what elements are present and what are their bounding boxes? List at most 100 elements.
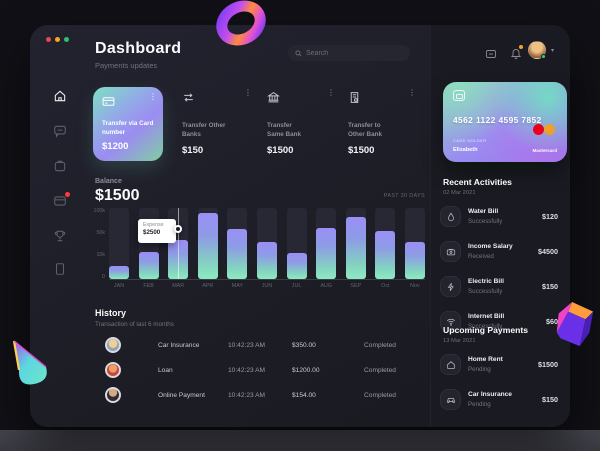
- bar-track: [345, 208, 366, 279]
- history-row[interactable]: Car Insurance 10:42:23 AM $350.00 Comple…: [95, 335, 425, 357]
- upcoming-name: Car Insurance: [468, 391, 512, 398]
- history-time: 10:42:23 AM: [228, 342, 266, 349]
- more-options-icon[interactable]: ⋮: [149, 92, 157, 101]
- y-axis-tick: 10k: [96, 252, 105, 258]
- y-axis-tick: 50k: [96, 230, 105, 236]
- upcoming-item-home-rent[interactable]: Home Rent Pending $1500: [440, 353, 562, 379]
- bar-column[interactable]: JAN: [109, 208, 129, 289]
- trophy-icon: [54, 230, 66, 242]
- bar-column[interactable]: Oct: [375, 208, 396, 289]
- bar-track: [109, 208, 129, 279]
- x-axis-label: Nov: [410, 283, 420, 289]
- activity-name: Water Bill: [468, 208, 499, 215]
- bar-column[interactable]: Nov: [404, 208, 425, 289]
- credit-card-icon: [102, 95, 115, 108]
- x-axis-label: Oct: [381, 283, 390, 289]
- history-time: 10:42:23 AM: [228, 392, 266, 399]
- chat-icon: [54, 125, 66, 138]
- bar-fill: [138, 252, 159, 279]
- bar-track: [256, 208, 277, 279]
- transfer-card-label: Transfer via Card number: [102, 120, 154, 137]
- more-options-icon[interactable]: ⋮: [327, 88, 335, 97]
- bar-column[interactable]: AUG: [316, 208, 337, 289]
- more-options-icon[interactable]: ⋮: [408, 88, 416, 97]
- upcoming-amount: $1500: [538, 360, 558, 369]
- y-axis-tick: 0: [102, 274, 105, 280]
- card-number: 4562 1122 4595 7852: [453, 115, 542, 125]
- transfer-card-to-other-bank[interactable]: ⋮ Transfer to Other Bank $1500: [348, 87, 420, 161]
- minimize-button[interactable]: [55, 37, 60, 42]
- card-holder-label: Card Holder: [453, 138, 487, 143]
- recent-activities-title: Recent Activities: [443, 177, 512, 187]
- transfer-card-label: Transfer to Other Bank: [348, 122, 382, 139]
- activity-item-electric-bill[interactable]: Electric Bill Successfully $150: [440, 275, 562, 301]
- page-subtitle: Payments updates: [95, 61, 158, 70]
- sidebar-item-cards[interactable]: [53, 192, 70, 208]
- activity-item-water-bill[interactable]: Water Bill Successfully $120: [440, 205, 562, 231]
- sidebar-item-reports[interactable]: [53, 262, 67, 276]
- car-icon: [446, 397, 455, 403]
- sidebar-item-rewards[interactable]: [53, 229, 67, 243]
- chart-tooltip: Expense $2500: [138, 219, 176, 243]
- bar-column[interactable]: JUL: [286, 208, 307, 289]
- upcoming-status: Pending: [468, 366, 491, 373]
- dashboard-window: Dashboard Payments updates ▾ ⋮ Tr: [30, 25, 570, 427]
- activity-item-internet-bill[interactable]: Internet Bill Successfully $60: [440, 310, 562, 336]
- search-bar[interactable]: [288, 45, 410, 61]
- bar-fill: [375, 230, 396, 279]
- transfer-card-same-bank[interactable]: ⋮ Transfer Same Bank $1500: [267, 87, 339, 161]
- wifi-icon: [446, 318, 455, 326]
- upcoming-payments-title: Upcoming Payments: [443, 325, 529, 335]
- bar-fill: [227, 229, 248, 279]
- invoice-icon: [348, 91, 361, 104]
- x-axis-label: MAY: [231, 283, 244, 289]
- bar-column[interactable]: APR: [197, 208, 218, 289]
- user-avatar[interactable]: [528, 41, 546, 59]
- avatar: [105, 337, 121, 353]
- sidebar-item-home[interactable]: [53, 89, 67, 103]
- sidebar-item-messages[interactable]: [53, 124, 67, 138]
- online-status-dot: [541, 54, 546, 59]
- bar-chart-columns: JAN FEB MAR APR MAY JUN JUL AUG SEP Oct Nov: [109, 208, 425, 289]
- balance-period: PAST 30 DAYS: [383, 193, 425, 199]
- bar-column[interactable]: SEP: [345, 208, 366, 289]
- transfer-card-other-banks[interactable]: ⋮ Transfer Other Banks $150: [182, 87, 256, 161]
- credit-card: 4562 1122 4595 7852 Card Holder Elizabet…: [443, 82, 567, 162]
- activity-item-income-salary[interactable]: Income Salary Received $4500: [440, 240, 562, 266]
- close-button[interactable]: [46, 37, 51, 42]
- history-amount: $1200.00: [292, 367, 320, 374]
- home-icon: [446, 360, 455, 369]
- desk-surface: [0, 430, 600, 451]
- upcoming-item-car-insurance[interactable]: Car Insurance Pending $150: [440, 388, 562, 414]
- history-row[interactable]: Loan 10:42:23 AM $1200.00 Completed: [95, 360, 425, 382]
- activity-amount: $150: [542, 282, 558, 291]
- home-icon: [54, 90, 66, 102]
- card-brand: Mastercard: [532, 148, 557, 153]
- maximize-button[interactable]: [64, 37, 69, 42]
- search-input[interactable]: [306, 49, 403, 57]
- bar-column[interactable]: JUN: [256, 208, 277, 289]
- transfer-card-amount: $1200: [102, 141, 129, 152]
- window-controls: [46, 37, 69, 42]
- bar-track: [316, 208, 337, 279]
- y-axis-tick: 100k: [93, 208, 106, 214]
- history-row[interactable]: Online Payment 10:42:23 AM $154.00 Compl…: [95, 385, 425, 407]
- chevron-down-icon[interactable]: ▾: [551, 48, 555, 54]
- tooltip-value: $2500: [143, 229, 161, 236]
- x-axis-label: JUN: [261, 283, 273, 289]
- bar-track: [286, 208, 307, 279]
- bar-track: [197, 208, 218, 279]
- activity-status: Successfully: [468, 323, 503, 330]
- chart-plot-area: JAN FEB MAR APR MAY JUN JUL AUG SEP Oct Nov Expens…: [109, 208, 425, 289]
- bar-column[interactable]: MAY: [227, 208, 248, 289]
- more-options-icon[interactable]: ⋮: [244, 88, 252, 97]
- upcoming-payments-date: 13 Mar 2021: [443, 338, 476, 344]
- activity-amount: $4500: [538, 247, 558, 256]
- search-icon: [295, 50, 302, 56]
- transfer-card-via-card-number[interactable]: ⋮ Transfer via Card number $1200: [93, 87, 163, 161]
- sidebar-item-tasks[interactable]: [53, 159, 67, 173]
- card-chip-icon: [453, 90, 465, 101]
- message-icon[interactable]: [485, 47, 497, 59]
- notification-bell-icon[interactable]: [510, 45, 523, 59]
- x-axis-label: APR: [202, 283, 214, 289]
